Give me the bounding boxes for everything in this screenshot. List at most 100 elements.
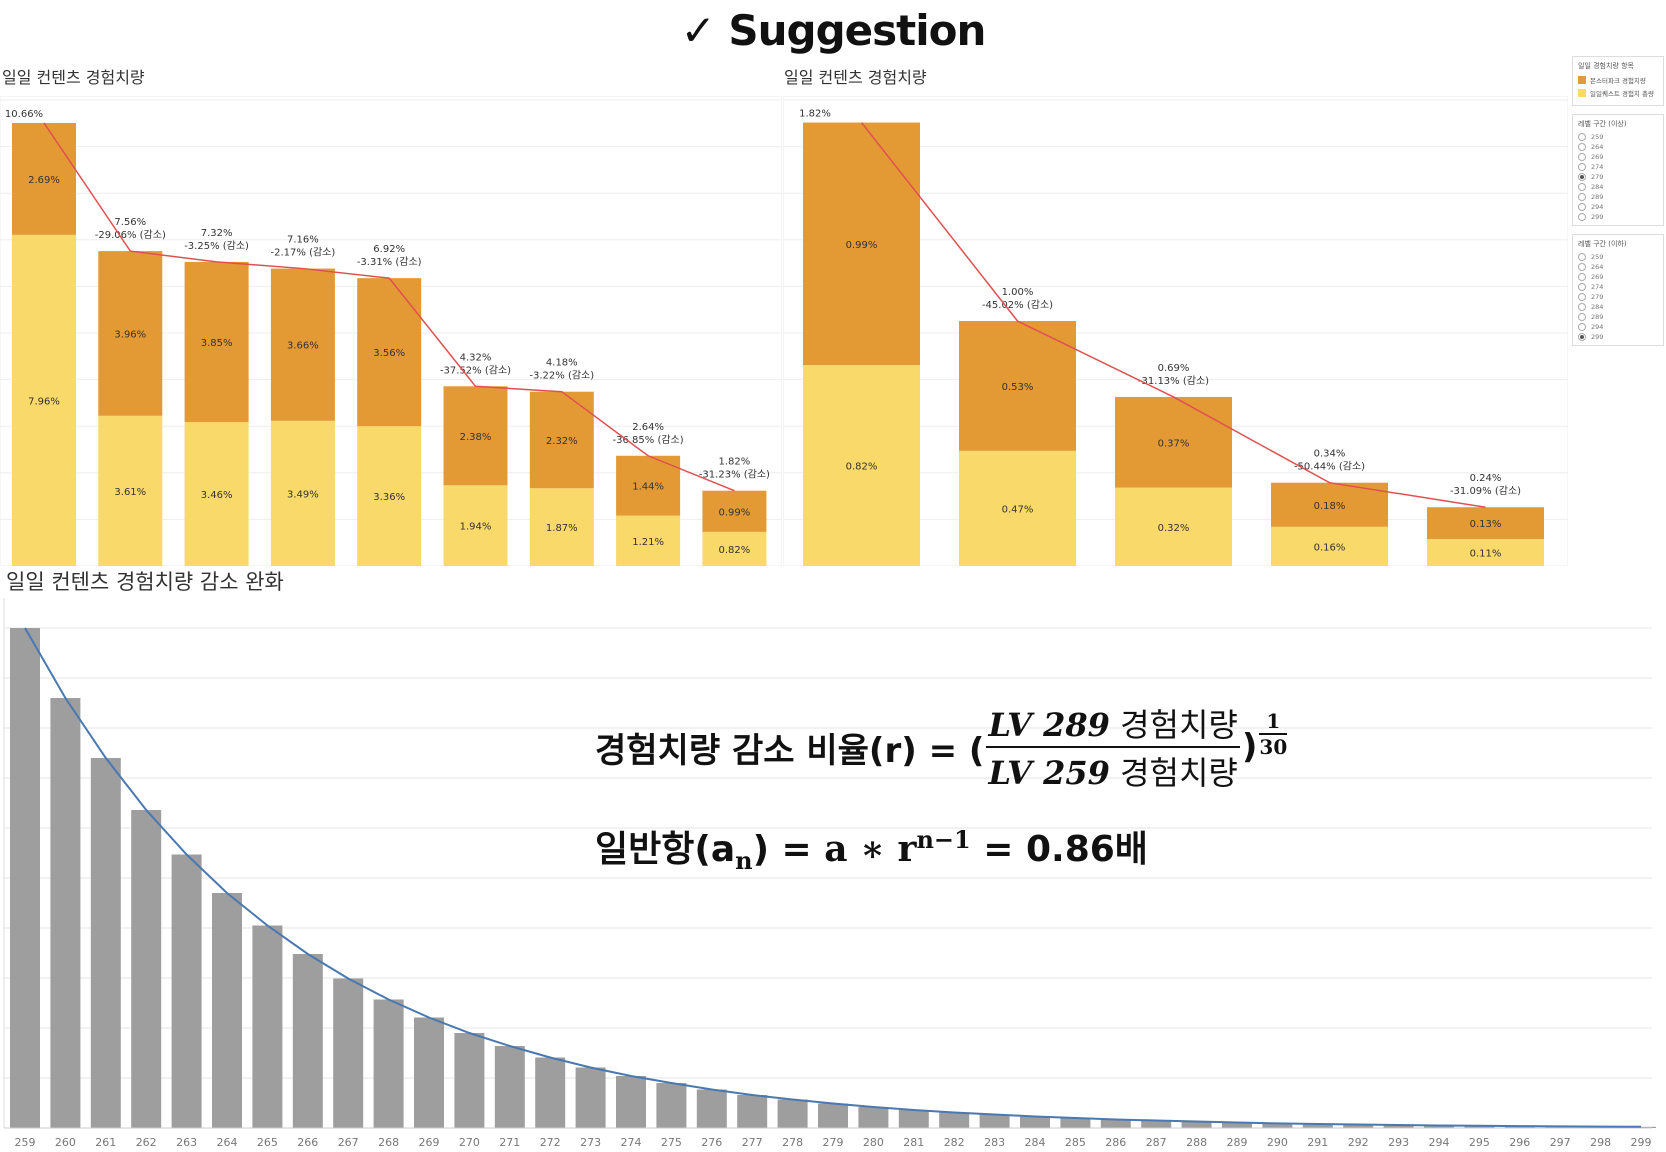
level-option-259[interactable]: 259 <box>1578 133 1658 141</box>
bar-segment-daily-quest <box>270 420 335 566</box>
change-label: -45.02% (감소) <box>982 299 1053 311</box>
level-option-284[interactable]: 284 <box>1578 303 1658 311</box>
level-option-label: 299 <box>1591 213 1604 221</box>
legend-item-label: 몬스터파크 경험치량 <box>1590 77 1646 85</box>
radio-icon <box>1578 283 1586 291</box>
general-term-subscript: n <box>735 846 753 876</box>
level-bar <box>1222 1122 1252 1128</box>
radio-icon <box>1578 273 1586 281</box>
legend-header: 일일 경험치량 항목 <box>1578 62 1634 70</box>
data-label: 3.56% <box>373 348 405 359</box>
data-label: 0.18% <box>1314 501 1346 512</box>
level-bar <box>1060 1118 1091 1128</box>
page-headline: ✓ Suggestion <box>680 6 987 55</box>
data-label: 0.11% <box>1470 549 1502 560</box>
level-option-274[interactable]: 274 <box>1578 283 1658 291</box>
exponent-bar <box>1259 733 1288 735</box>
x-tick-label: 278 <box>782 1136 803 1149</box>
x-tick-label: 281 <box>903 1136 924 1149</box>
x-tick-label: 289 <box>1227 1136 1248 1149</box>
radio-icon <box>1578 303 1586 311</box>
level-option-269[interactable]: 269 <box>1578 153 1658 161</box>
general-term-superscript: n−1 <box>916 825 971 854</box>
level-option-264[interactable]: 264 <box>1578 143 1658 151</box>
bar-segment-daily-quest <box>1115 487 1232 566</box>
bar-segment-monster-park <box>616 455 681 516</box>
total-label: 1.00% <box>1002 287 1034 298</box>
general-term-expression: a ∗ r <box>824 828 917 870</box>
filter-max-title: 레벨 구간 (이하) <box>1578 240 1627 248</box>
change-label: -50.44% (감소) <box>1294 461 1365 473</box>
level-bar <box>535 1057 566 1128</box>
level-bar <box>898 1110 929 1128</box>
legend-swatch <box>1578 89 1586 97</box>
level-option-279[interactable]: 279 <box>1578 173 1658 181</box>
level-option-294[interactable]: 294 <box>1578 323 1658 331</box>
legend-item-label: 일일퀘스트 경험치 총량 <box>1590 90 1654 98</box>
data-label: 2.32% <box>546 436 578 447</box>
data-label: 0.37% <box>1158 438 1190 449</box>
level-option-label: 274 <box>1591 163 1604 171</box>
x-tick-label: 298 <box>1590 1136 1611 1149</box>
ratio-exponent: 1 30 <box>1259 709 1288 759</box>
level-option-299[interactable]: 299 <box>1578 333 1658 341</box>
level-bar <box>50 698 81 1128</box>
bar-segment-monster-park <box>1427 507 1544 540</box>
total-label: 0.69% <box>1158 363 1190 374</box>
level-option-264[interactable]: 264 <box>1578 263 1658 271</box>
level-option-274[interactable]: 274 <box>1578 163 1658 171</box>
bar-segment-daily-quest <box>529 488 594 566</box>
denominator-word: 경험치량 <box>1120 754 1238 792</box>
x-tick-label: 267 <box>338 1136 359 1149</box>
change-label: -37.52% (감소) <box>440 364 511 376</box>
data-label: 3.96% <box>114 329 146 340</box>
level-option-289[interactable]: 289 <box>1578 313 1658 321</box>
x-tick-label: 271 <box>499 1136 520 1149</box>
ratio-fraction: LV 289 경험치량 LV 259 경험치량 <box>986 700 1240 794</box>
total-label: 7.16% <box>287 235 319 246</box>
bar-segment-monster-park <box>1115 396 1232 488</box>
legend-series-box: 일일 경험치량 항목 몬스터파크 경험치량 일일퀘스트 경험치 총량 <box>1572 56 1664 106</box>
change-label: -31.23% (감소) <box>699 469 770 481</box>
denominator-level: LV 259 <box>988 754 1110 792</box>
x-tick-label: 297 <box>1550 1136 1571 1149</box>
level-bar <box>1020 1116 1050 1128</box>
legend-item-monster-park[interactable]: 몬스터파크 경험치량 <box>1578 75 1658 85</box>
level-option-289[interactable]: 289 <box>1578 193 1658 201</box>
data-label: 3.85% <box>201 338 233 349</box>
data-label: 0.99% <box>846 240 878 251</box>
x-tick-label: 262 <box>136 1136 157 1149</box>
total-label: 10.66% <box>5 109 43 120</box>
x-tick-label: 266 <box>297 1136 318 1149</box>
general-term-label: 일반항(a <box>595 829 736 870</box>
radio-icon <box>1578 143 1586 151</box>
total-label: 2.64% <box>632 422 664 433</box>
data-label: 3.66% <box>287 341 319 352</box>
level-option-279[interactable]: 279 <box>1578 293 1658 301</box>
x-tick-label: 287 <box>1146 1136 1167 1149</box>
ratio-formula-close: ) <box>1241 727 1258 767</box>
level-option-299[interactable]: 299 <box>1578 213 1658 221</box>
data-label: 7.96% <box>28 396 60 407</box>
level-bar <box>252 925 283 1128</box>
radio-icon <box>1578 293 1586 301</box>
data-label: 0.82% <box>846 462 878 473</box>
radio-icon <box>1578 203 1586 211</box>
level-option-294[interactable]: 294 <box>1578 203 1658 211</box>
level-bar <box>454 1033 485 1128</box>
legend-item-daily-quest[interactable]: 일일퀘스트 경험치 총량 <box>1578 88 1658 98</box>
level-filter-min-box: 레벨 구간 (이상) 259 264 269 274 279 284 289 294 299 <box>1572 114 1664 226</box>
change-label: -31.09% (감소) <box>1450 485 1521 497</box>
level-option-label: 264 <box>1591 143 1604 151</box>
bar-segment-daily-quest <box>443 485 508 566</box>
level-option-label: 289 <box>1591 193 1604 201</box>
radio-icon <box>1578 213 1586 221</box>
bar-segment-monster-park <box>959 321 1076 451</box>
x-tick-label: 261 <box>95 1136 116 1149</box>
x-tick-label: 275 <box>661 1136 682 1149</box>
level-option-284[interactable]: 284 <box>1578 183 1658 191</box>
x-tick-label: 264 <box>217 1136 238 1149</box>
level-option-269[interactable]: 269 <box>1578 273 1658 281</box>
level-bar <box>1383 1125 1414 1128</box>
level-option-259[interactable]: 259 <box>1578 253 1658 261</box>
